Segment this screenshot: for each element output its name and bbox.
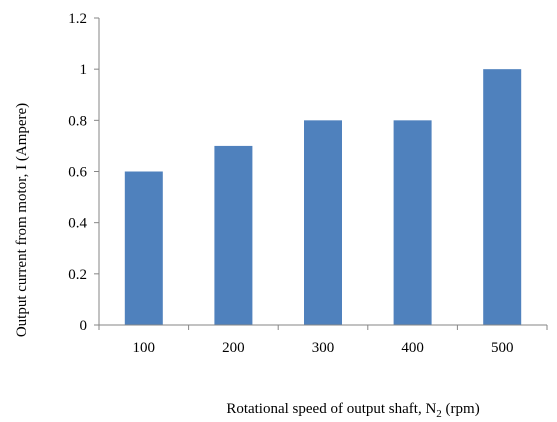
bar-300 [304, 120, 342, 325]
y-axis-ticks: 0 0.2 0.4 0.6 0.8 1 1.2 [68, 11, 99, 334]
x-axis-ticks: 100 200 300 400 500 [98, 325, 548, 356]
y-tick-label: 0 [80, 318, 88, 334]
y-axis-title: Output current from motor, I (Ampere) [14, 103, 30, 337]
x-tick-label: 300 [312, 340, 335, 356]
y-tick-label: 0.4 [68, 216, 87, 232]
y-tick-label: 0.6 [68, 165, 87, 181]
x-axis-title: Rotational speed of output shaft, N2 (rp… [226, 401, 479, 420]
bars [124, 69, 522, 326]
bar-500 [483, 69, 522, 326]
x-tick-label: 200 [222, 340, 245, 356]
y-tick-label: 0.2 [68, 267, 87, 283]
bar-400 [393, 120, 432, 325]
x-tick-label: 500 [491, 340, 514, 356]
bar-200 [214, 145, 253, 325]
x-axis-title-unit: (rpm) [442, 401, 480, 417]
x-tick-label: 400 [401, 340, 424, 356]
x-axis-title-subscript: 2 [436, 408, 442, 420]
x-axis-title-main: Rotational speed of output shaft, N [226, 401, 436, 417]
x-tick-label: 100 [133, 340, 156, 356]
y-tick-label: 1 [80, 62, 88, 78]
y-tick-label: 0.8 [68, 113, 87, 129]
bar-100 [124, 171, 163, 325]
y-tick-label: 1.2 [68, 11, 87, 27]
